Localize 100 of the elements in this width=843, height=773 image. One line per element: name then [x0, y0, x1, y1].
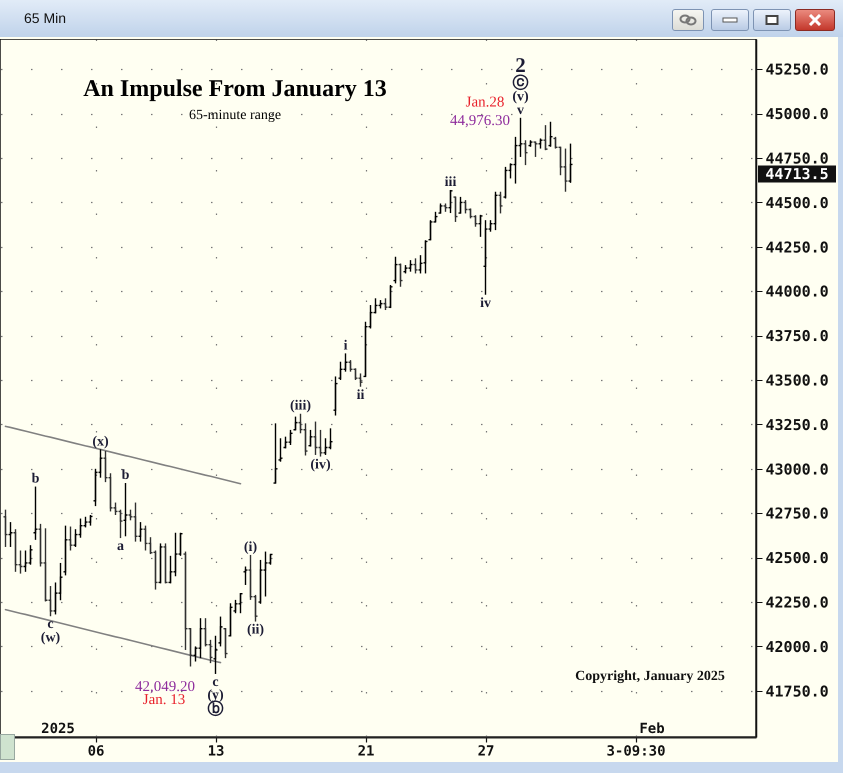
y-tick-label: 42500.0: [766, 549, 829, 568]
x-tick-label: 06: [88, 744, 104, 760]
candlestick: [542, 124, 548, 151]
candlestick: [122, 482, 128, 538]
annotation: iii: [444, 174, 456, 190]
x-tick-label: 27: [478, 744, 494, 760]
annotation: ⓒ: [512, 74, 528, 92]
annotation: (x): [92, 434, 109, 450]
candlestick: [322, 438, 328, 456]
y-tick-label: 42250.0: [766, 594, 829, 612]
candlestick: [498, 191, 504, 214]
candlestick: [438, 202, 444, 214]
annotation: b: [122, 468, 130, 483]
y-tick-label: 43750.0: [766, 327, 829, 346]
candlestick: [522, 140, 528, 166]
y-tick-label: 43000.0: [766, 460, 829, 478]
annotation: (v): [512, 90, 529, 105]
y-tick-label: 44750.0: [766, 149, 829, 168]
candlestick: [32, 486, 38, 541]
candlestick: [548, 121, 554, 148]
candlestick: [68, 526, 74, 552]
candlestick: [278, 438, 284, 462]
candlestick: [512, 136, 518, 184]
annotation: Feb: [639, 721, 665, 737]
annotation: iv: [480, 296, 491, 311]
y-tick-label: 44500.0: [766, 194, 829, 212]
candlestick: [132, 502, 138, 542]
text: 65 Min: [24, 10, 66, 26]
candlestick: [222, 628, 228, 659]
candlestick: [312, 420, 318, 456]
candlestick: [428, 219, 434, 241]
candlestick: [398, 262, 404, 288]
annotation: c: [47, 617, 54, 632]
candlestick: [502, 166, 508, 200]
y-tick-label: 42000.0: [766, 638, 829, 656]
candlestick: [158, 542, 164, 584]
candlestick: [412, 258, 418, 274]
candlestick: [282, 436, 288, 450]
candlestick: [448, 189, 454, 214]
annotation: ii: [356, 388, 364, 403]
candlestick: [72, 528, 78, 548]
annotation: (iv): [310, 458, 331, 473]
candlestick: [478, 214, 484, 238]
candlestick: [238, 592, 244, 614]
candlestick: [288, 429, 294, 446]
candlestick: [218, 616, 224, 648]
y-tick-label: 44250.0: [766, 238, 829, 256]
x-tick-label: 21: [358, 744, 374, 760]
annotation: v: [517, 102, 524, 118]
candlestick: [228, 602, 234, 638]
candlestick: [118, 508, 124, 539]
text: 44713.5: [765, 165, 829, 183]
y-tick-label: 43500.0: [766, 372, 829, 390]
candlestick: [328, 428, 334, 450]
candlestick: [2, 508, 8, 548]
candlestick: [568, 142, 574, 184]
candlestick: [258, 559, 264, 604]
candlestick: [302, 422, 308, 456]
candlestick: [88, 514, 94, 526]
candlestick: [462, 199, 468, 214]
annotation: c: [212, 674, 219, 690]
candlestick: [292, 416, 298, 431]
annotation: Jan. 13: [142, 692, 186, 708]
candlestick: [388, 284, 394, 309]
candlestick: [538, 138, 544, 150]
x-tick-label: 13: [208, 744, 224, 760]
annotation: 44,976.30: [450, 113, 510, 129]
candlestick: [308, 429, 314, 448]
y-tick-label: 44000.0: [766, 282, 829, 301]
candlestick: [562, 148, 568, 192]
y-tick-label: 41750.0: [766, 682, 829, 700]
text: An Impulse From January 13: [83, 76, 387, 102]
candlestick: [168, 555, 174, 584]
candlestick: [28, 544, 34, 566]
candlestick: [138, 521, 144, 542]
candlestick: [62, 524, 68, 576]
candlestick: [332, 376, 338, 416]
candlestick: [492, 191, 498, 231]
annotation: (i): [244, 540, 258, 555]
annotation: i: [344, 338, 348, 354]
annotation: Jan.28: [466, 94, 504, 110]
candlestick: [12, 528, 18, 573]
y-tick-label: 45250.0: [766, 60, 829, 79]
candlestick: [198, 617, 204, 659]
text: 65-minute range: [188, 108, 282, 123]
annotation: b: [32, 472, 40, 487]
y-tick-label: 45000.0: [766, 105, 829, 124]
annotation: 2025: [41, 721, 75, 737]
annotation: (iii): [290, 398, 312, 414]
candlestick: [392, 256, 398, 284]
annotation: a: [117, 539, 124, 554]
y-tick-label: 42750.0: [766, 504, 829, 523]
candlestick: [318, 429, 324, 458]
x-tick-label: 3-09:30: [606, 744, 666, 760]
candlestick: [452, 196, 458, 223]
y-tick-label: 43250.0: [766, 416, 829, 434]
candlestick: [162, 542, 168, 584]
annotation: 42,049.20: [135, 679, 195, 695]
candlestick: [272, 422, 278, 484]
candlestick: [338, 361, 344, 381]
